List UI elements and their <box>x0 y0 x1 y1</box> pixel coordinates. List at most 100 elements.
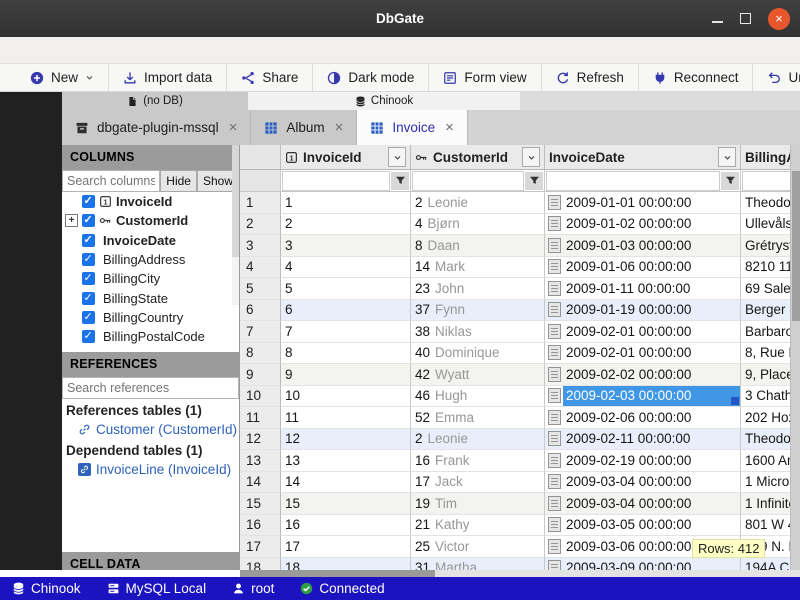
invoice-date-value[interactable]: 2009-01-03 00:00:00 <box>566 237 692 253</box>
toolbar-button[interactable]: Reconnect <box>639 64 754 91</box>
invoice-date-value[interactable]: 2009-02-19 00:00:00 <box>566 452 692 468</box>
billingaddress-cell[interactable]: 8210 111 ST NW <box>741 257 800 278</box>
billingaddress-cell[interactable]: 1600 Amphitheatre Parkway <box>741 450 800 472</box>
reference-link-customer[interactable]: Customer (CustomerId) <box>62 420 239 439</box>
customerid-cell[interactable]: 31 Martha <box>411 557 545 570</box>
invoicedate-cell[interactable]: 2009-02-01 00:00:00 <box>545 321 741 343</box>
invoicedate-cell[interactable]: 2009-01-01 00:00:00 <box>545 192 741 214</box>
invoicedate-cell[interactable]: 2009-03-09 00:00:00 <box>545 557 741 570</box>
billingaddress-cell[interactable]: 1 Microsoft Way <box>741 472 800 493</box>
invoiceid-cell[interactable]: 15 <box>281 493 411 515</box>
invoiceid-cell[interactable]: 1 <box>281 192 411 214</box>
invoiceid-cell[interactable]: 4 <box>281 256 411 278</box>
hide-button[interactable]: Hide <box>160 170 197 192</box>
invoice-date-value[interactable]: 2009-01-02 00:00:00 <box>566 216 692 232</box>
invoiceid-cell[interactable]: 5 <box>281 278 411 300</box>
invoiceid-cell[interactable]: 3 <box>281 235 411 257</box>
invoicedate-cell[interactable]: 2009-01-11 00:00:00 <box>545 278 741 300</box>
invoice-date-value[interactable]: 2009-03-04 00:00:00 <box>566 474 692 490</box>
grid-vertical-scrollbar[interactable] <box>790 145 800 570</box>
customerid-cell[interactable]: 38 Niklas <box>411 321 545 343</box>
column-list-item[interactable]: BillingState <box>62 288 239 307</box>
invoicedate-cell[interactable]: 2009-02-06 00:00:00 <box>545 407 741 429</box>
invoiceid-cell[interactable]: 7 <box>281 321 411 343</box>
column-checkbox[interactable] <box>82 271 95 286</box>
customerid-cell[interactable]: 2 Leonie <box>411 192 545 214</box>
invoice-date-value[interactable]: 2009-02-01 00:00:00 <box>566 345 692 361</box>
column-header-billingaddress[interactable]: BillingAddress <box>741 145 800 169</box>
column-checkbox[interactable] <box>82 194 95 209</box>
invoicedate-cell[interactable]: 2009-02-19 00:00:00 <box>545 450 741 472</box>
toolbar-button[interactable]: Form view <box>429 64 542 91</box>
column-menu-button[interactable] <box>388 147 406 167</box>
row-number-cell[interactable]: 4 <box>240 256 281 278</box>
column-checkbox[interactable] <box>82 252 95 267</box>
customerid-cell[interactable]: 2 Leonie <box>411 428 545 450</box>
customerid-cell[interactable]: 21 Kathy <box>411 514 545 536</box>
row-number-cell[interactable]: 6 <box>240 299 281 321</box>
column-list-item[interactable]: CustomerId <box>62 211 239 230</box>
tab-close-icon[interactable]: × <box>445 119 454 136</box>
close-button[interactable]: × <box>768 7 790 30</box>
customerid-cell[interactable]: 25 Victor <box>411 536 545 558</box>
row-number-cell[interactable]: 10 <box>240 385 281 407</box>
filter-input[interactable] <box>412 170 524 191</box>
column-checkbox[interactable] <box>82 310 95 324</box>
column-list-item[interactable]: BillingPostalCode <box>62 327 239 346</box>
column-menu-button[interactable] <box>522 147 540 167</box>
tab[interactable]: Album × <box>251 110 358 145</box>
invoice-date-value[interactable]: 2009-03-06 00:00:00 <box>566 538 692 554</box>
column-list-item[interactable]: BillingCountry <box>62 308 239 327</box>
row-number-cell[interactable]: 15 <box>240 493 281 515</box>
customerid-cell[interactable]: 16 Frank <box>411 450 545 472</box>
customerid-cell[interactable]: 17 Jack <box>411 471 545 493</box>
toolbar-button[interactable]: Undo <box>753 64 800 91</box>
customerid-cell[interactable]: 8 Daan <box>411 235 545 257</box>
row-number-cell[interactable]: 2 <box>240 213 281 235</box>
invoice-date-value[interactable]: 2009-03-09 00:00:00 <box>566 560 692 570</box>
billingaddress-cell[interactable]: 194A Chain Lake Drive <box>741 558 800 570</box>
row-number-cell[interactable]: 16 <box>240 514 281 536</box>
tab-close-icon[interactable]: × <box>228 119 238 136</box>
search-columns-input[interactable] <box>62 170 161 192</box>
invoicedate-cell[interactable]: 2009-02-11 00:00:00 <box>545 428 741 450</box>
expand-icon[interactable] <box>65 214 78 228</box>
tab[interactable]: Invoice × <box>357 110 468 145</box>
invoiceid-cell[interactable]: 14 <box>281 471 411 493</box>
invoiceid-cell[interactable]: 2 <box>281 213 411 235</box>
filter-icon[interactable] <box>525 171 543 190</box>
tab[interactable]: dbgate-plugin-mssql × <box>62 110 252 145</box>
invoice-date-value[interactable]: 2009-01-19 00:00:00 <box>566 302 692 318</box>
row-number-cell[interactable]: 9 <box>240 364 281 386</box>
columns-scrollbar[interactable] <box>232 145 239 305</box>
references-panel-header[interactable]: REFERENCES <box>62 352 239 377</box>
billingaddress-cell[interactable]: 69 Salem Street <box>741 278 800 300</box>
billingaddress-cell[interactable]: 9, Place Louis Barthou <box>741 364 800 386</box>
invoice-date-value[interactable]: 2009-03-05 00:00:00 <box>566 517 692 533</box>
column-checkbox[interactable] <box>82 233 95 247</box>
row-number-cell[interactable]: 11 <box>240 407 281 429</box>
customerid-cell[interactable]: 42 Wyatt <box>411 364 545 386</box>
invoice-date-value[interactable]: 2009-02-02 00:00:00 <box>566 366 692 382</box>
billingaddress-cell[interactable]: 1 Infinite Loop <box>741 493 800 515</box>
invoiceid-cell[interactable]: 11 <box>281 407 411 429</box>
row-number-cell[interactable]: 17 <box>240 536 281 558</box>
billingaddress-cell[interactable]: Ullevålsveien 14 <box>741 214 800 235</box>
toolbar-button[interactable]: Share <box>227 64 314 91</box>
customerid-cell[interactable]: 46 Hugh <box>411 385 545 407</box>
invoiceid-cell[interactable]: 12 <box>281 428 411 450</box>
invoicedate-cell[interactable]: 2009-03-04 00:00:00 <box>545 471 741 493</box>
filter-input[interactable] <box>546 170 720 191</box>
invoiceid-cell[interactable]: 18 <box>281 557 411 570</box>
invoice-date-value[interactable]: 2009-02-03 00:00:00 <box>563 385 740 406</box>
row-number-cell[interactable]: 1 <box>240 192 281 214</box>
invoicedate-cell[interactable]: 2009-02-01 00:00:00 <box>545 342 741 364</box>
column-list-item[interactable]: InvoiceDate <box>62 231 239 250</box>
toolbar-button[interactable]: New <box>16 64 110 91</box>
customerid-cell[interactable]: 23 John <box>411 278 545 300</box>
customerid-cell[interactable]: 52 Emma <box>411 407 545 429</box>
reference-link-invoiceline[interactable]: InvoiceLine (InvoiceId) <box>62 460 239 479</box>
row-number-cell[interactable]: 8 <box>240 342 281 364</box>
billingaddress-cell[interactable]: 8, Rue Hanovre <box>741 343 800 364</box>
column-menu-button[interactable] <box>718 147 736 167</box>
